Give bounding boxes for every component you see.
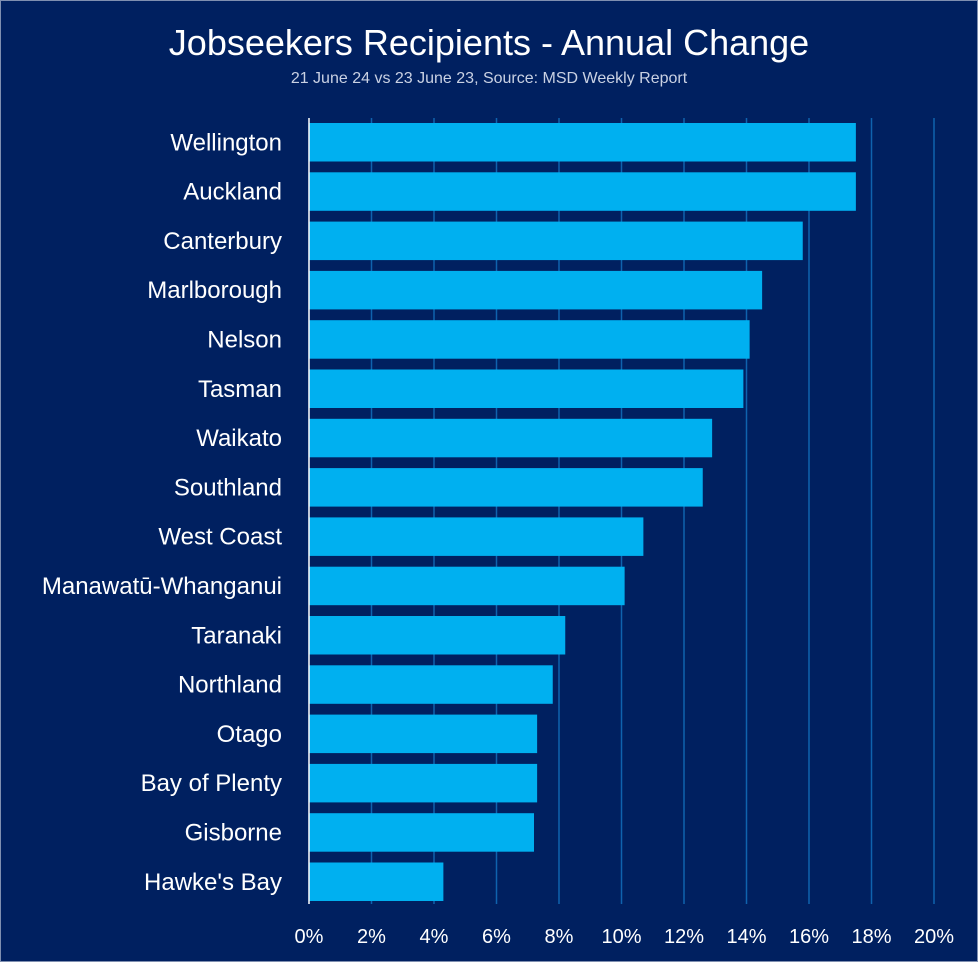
category-label: Taranaki <box>191 622 282 649</box>
bar-wellington <box>309 123 856 162</box>
bar-manawat-whanganui <box>309 566 625 606</box>
chart-subtitle: 21 June 24 vs 23 June 23, Source: MSD We… <box>290 70 688 87</box>
category-label: Wellington <box>170 129 282 156</box>
x-tick-label: 2% <box>357 926 386 948</box>
bar-northland <box>309 665 553 704</box>
bar-auckland <box>309 172 856 211</box>
x-tick-label: 8% <box>545 926 574 948</box>
category-label: Auckland <box>183 179 282 206</box>
bar-waikato <box>309 418 713 458</box>
x-tick-label: 18% <box>851 926 891 948</box>
x-tick-label: 0% <box>295 926 324 948</box>
category-label: Canterbury <box>163 228 282 255</box>
bar-west-coast <box>309 517 644 556</box>
x-tick-label: 10% <box>601 926 641 948</box>
bar-canterbury <box>309 221 803 261</box>
x-tick-label: 14% <box>726 926 766 948</box>
category-label: Hawke's Bay <box>144 869 282 896</box>
bar-hawke-s-bay <box>309 862 444 901</box>
bar-tasman <box>309 369 744 408</box>
x-tick-label: 16% <box>789 926 829 948</box>
category-label: Southland <box>174 474 282 501</box>
x-tick-label: 12% <box>664 926 704 948</box>
bar-marlborough <box>309 270 763 310</box>
bar-gisborne <box>309 813 534 852</box>
category-label: Nelson <box>207 326 282 353</box>
bar-southland <box>309 468 703 507</box>
bar-bay-of-plenty <box>309 763 538 803</box>
category-label: West Coast <box>158 524 282 551</box>
category-label: Gisborne <box>185 819 282 846</box>
category-label: Marlborough <box>147 277 282 304</box>
bar-taranaki <box>309 616 566 655</box>
category-label: Manawatū-Whanganui <box>42 573 282 600</box>
category-label: Northland <box>178 672 282 699</box>
bar-otago <box>309 714 538 754</box>
chart-title: Jobseekers Recipients - Annual Change <box>168 22 810 63</box>
category-label: Bay of Plenty <box>141 770 282 797</box>
x-tick-label: 6% <box>482 926 511 948</box>
x-tick-label: 4% <box>420 926 449 948</box>
category-label: Otago <box>217 721 282 748</box>
category-label: Waikato <box>196 425 282 452</box>
bar-nelson <box>309 320 750 359</box>
x-tick-label: 20% <box>914 926 954 948</box>
category-label: Tasman <box>198 376 282 403</box>
